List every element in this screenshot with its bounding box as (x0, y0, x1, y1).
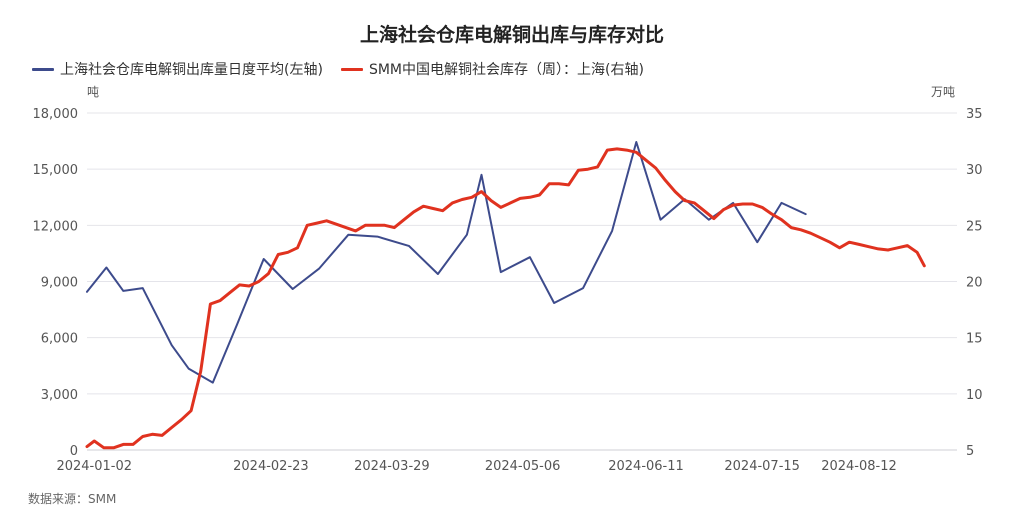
left-tick-label: 6,000 (41, 332, 78, 347)
right-tick-label: 35 (966, 107, 983, 122)
legend-swatch-outflow (32, 67, 54, 71)
x-tick-label: 2024-06-11 (608, 459, 684, 474)
x-tick-label: 2024-07-15 (724, 459, 800, 474)
series-line-outflow (86, 141, 807, 384)
left-axis-unit: 吨 (87, 85, 99, 99)
legend-swatch-inventory (340, 67, 363, 71)
left-tick-label: 9,000 (41, 276, 78, 291)
series-line-inventory (85, 147, 926, 450)
x-tick-label: 2024-03-29 (354, 459, 430, 474)
left-tick-label: 15,000 (33, 163, 79, 178)
right-tick-label: 10 (966, 388, 983, 403)
grid-lines (87, 112, 957, 451)
legend-label-outflow: 上海社会仓库电解铜出库量日度平均(左轴) (60, 62, 323, 78)
legend-label-inventory: SMM中国电解铜社会库存（周）：上海(右轴) (368, 62, 644, 78)
left-tick-label: 18,000 (33, 107, 79, 122)
legend-item-inventory[interactable]: SMM中国电解铜社会库存（周）：上海(右轴) (340, 59, 644, 79)
series-points-inventory (86, 148, 926, 449)
left-axis-ticks: 18,000 15,000 12,000 9,000 6,000 3,000 0 (33, 107, 79, 459)
data-source: 数据来源：SMM (28, 492, 117, 506)
x-axis-ticks: 2024-01-02 2024-02-23 2024-03-29 2024-05-06… (56, 459, 896, 474)
legend-item-outflow[interactable]: 上海社会仓库电解铜出库量日度平均(左轴) (32, 59, 323, 79)
left-tick-label: 3,000 (41, 388, 78, 403)
right-tick-label: 5 (966, 444, 974, 459)
right-tick-label: 25 (966, 219, 983, 234)
right-tick-label: 30 (966, 163, 983, 178)
series-layer (85, 141, 926, 450)
right-tick-label: 15 (966, 332, 983, 347)
right-axis-unit: 万吨 (931, 85, 955, 99)
x-tick-label: 2024-02-23 (233, 459, 309, 474)
legend: 上海社会仓库电解铜出库量日度平均(左轴) SMM中国电解铜社会库存（周）：上海(… (32, 59, 662, 79)
x-tick-label: 2024-05-06 (485, 459, 561, 474)
x-tick-label: 2024-01-02 (56, 459, 132, 474)
chart-title: 上海社会仓库电解铜出库与库存对比 (359, 24, 664, 46)
left-tick-label: 0 (70, 444, 78, 459)
right-axis-ticks: 35 30 25 20 15 10 5 (966, 107, 983, 459)
x-tick-label: 2024-08-12 (821, 459, 897, 474)
right-tick-label: 20 (966, 276, 983, 291)
left-tick-label: 12,000 (33, 219, 79, 234)
